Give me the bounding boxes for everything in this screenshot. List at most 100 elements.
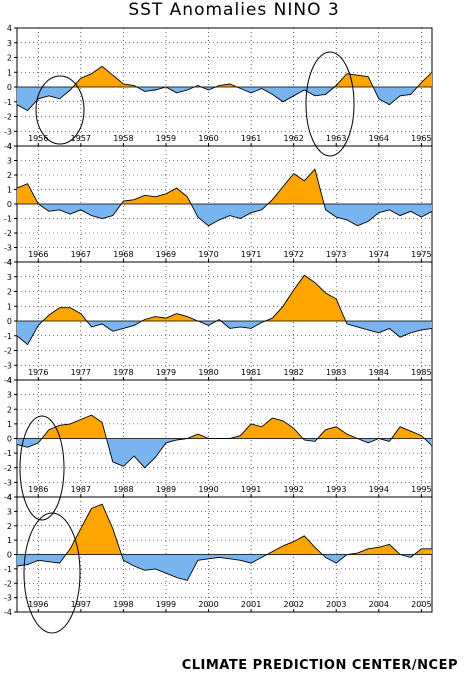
x-tick-label: 1963: [326, 134, 346, 143]
y-tick-label: 2: [7, 171, 12, 180]
x-tick-label: 1994: [369, 485, 389, 494]
y-tick-label: 3: [7, 391, 12, 400]
negative-anomaly-area: [17, 321, 43, 345]
positive-anomaly-area: [391, 426, 425, 439]
y-tick-label: 3: [7, 39, 12, 48]
negative-anomaly-area: [345, 321, 432, 338]
negative-anomaly-area: [324, 204, 432, 226]
negative-anomaly-area: [197, 321, 217, 326]
x-tick-label: 1990: [198, 485, 218, 494]
x-tick-label: 1964: [369, 134, 389, 143]
x-tick-label: 2000: [198, 600, 218, 609]
positive-anomaly-area: [414, 548, 432, 555]
y-tick-label: 2: [7, 54, 12, 63]
x-tick-label: 1977: [71, 368, 91, 377]
y-tick-label: -4: [4, 493, 12, 502]
x-tick-label: 1960: [198, 134, 218, 143]
anomaly-line: [16, 274, 433, 346]
y-tick-label: -2: [4, 229, 12, 238]
negative-anomaly-area: [357, 438, 379, 443]
x-tick-label: 2001: [241, 600, 261, 609]
y-tick-label: 3: [7, 157, 12, 166]
y-tick-label: -3: [4, 478, 12, 487]
y-tick-label: 4: [7, 493, 12, 502]
x-tick-label: 1988: [113, 485, 133, 494]
x-tick-label: 1972: [283, 250, 303, 259]
y-tick-label: 2: [7, 405, 12, 414]
x-tick-label: 1958: [113, 134, 133, 143]
x-tick-label: 1971: [241, 250, 261, 259]
y-tick-label: 1: [7, 186, 12, 195]
x-tick-label: 1996: [28, 600, 48, 609]
anomaly-line: [16, 414, 433, 469]
y-tick-label: -1: [4, 98, 12, 107]
negative-anomaly-area: [191, 204, 268, 226]
anomaly-line: [16, 65, 433, 112]
positive-anomaly-area: [267, 535, 323, 555]
x-tick-label: 1992: [283, 485, 303, 494]
y-tick-label: -2: [4, 347, 12, 356]
y-tick-label: -2: [4, 579, 12, 588]
y-tick-label: -4: [4, 258, 12, 267]
y-tick-label: 0: [7, 435, 12, 444]
x-tick-label: 1975: [411, 250, 431, 259]
positive-anomaly-area: [317, 426, 358, 439]
negative-anomaly-area: [166, 87, 195, 93]
y-tick-label: -3: [4, 594, 12, 603]
anomaly-line: [16, 503, 432, 581]
x-tick-label: 1969: [156, 250, 176, 259]
x-tick-label: 1997: [71, 600, 91, 609]
x-tick-label: 2005: [411, 600, 431, 609]
x-tick-label: 1981: [241, 368, 261, 377]
x-tick-label: 1982: [283, 368, 303, 377]
y-tick-label: -2: [4, 464, 12, 473]
y-tick-label: -1: [4, 332, 12, 341]
positive-anomaly-area: [265, 275, 346, 321]
negative-anomaly-area: [17, 554, 66, 566]
y-tick-label: -4: [4, 376, 12, 385]
y-tick-label: -1: [4, 215, 12, 224]
y-tick-label: 1: [7, 536, 12, 545]
y-tick-label: -4: [4, 608, 12, 617]
negative-anomaly-area: [86, 321, 142, 332]
x-tick-label: 1966: [28, 250, 48, 259]
negative-anomaly-area: [136, 87, 166, 92]
annotation-ellipse: [305, 51, 355, 157]
y-tick-label: 2: [7, 522, 12, 531]
anomaly-line: [16, 168, 433, 227]
y-tick-label: -3: [4, 127, 12, 136]
x-tick-label: 2004: [369, 600, 389, 609]
x-tick-label: 1984: [369, 368, 389, 377]
x-tick-label: 1976: [28, 368, 48, 377]
x-tick-label: 1965: [411, 134, 431, 143]
x-tick-label: 1983: [326, 368, 346, 377]
x-tick-label: 1962: [283, 134, 303, 143]
negative-anomaly-area: [17, 87, 73, 111]
x-tick-label: 1967: [71, 250, 91, 259]
y-tick-label: 2: [7, 288, 12, 297]
x-tick-label: 1995: [411, 485, 431, 494]
x-tick-label: 1968: [113, 250, 133, 259]
negative-anomaly-area: [303, 438, 318, 442]
negative-anomaly-area: [38, 204, 122, 219]
y-tick-label: 0: [7, 83, 12, 92]
y-tick-label: 1: [7, 302, 12, 311]
negative-anomaly-area: [121, 554, 268, 581]
positive-anomaly-area: [17, 183, 39, 204]
y-tick-label: 0: [7, 317, 12, 326]
positive-anomaly-area: [267, 169, 325, 204]
x-tick-label: 1956: [28, 134, 48, 143]
x-tick-label: 1957: [71, 134, 91, 143]
x-tick-label: 1989: [156, 485, 176, 494]
y-tick-label: -3: [4, 361, 12, 370]
y-tick-label: 4: [7, 24, 12, 33]
x-tick-label: 1987: [71, 485, 91, 494]
x-tick-label: 1998: [113, 600, 133, 609]
y-tick-label: -2: [4, 113, 12, 122]
positive-anomaly-area: [346, 544, 401, 555]
y-tick-label: 3: [7, 273, 12, 282]
x-tick-label: 1979: [156, 368, 176, 377]
positive-anomaly-area: [72, 66, 137, 87]
y-tick-label: -1: [4, 449, 12, 458]
